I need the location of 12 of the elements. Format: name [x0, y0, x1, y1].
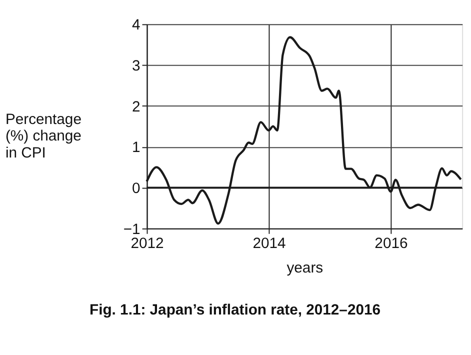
- text: Fig. 1.1: Japan’s inflation rate, 2012–2016: [90, 302, 380, 319]
- y-tick-label: 0: [132, 181, 140, 198]
- y-tick-label: 2: [132, 99, 140, 116]
- y-tick-label: 1: [132, 140, 140, 156]
- y-tick-label: 4: [132, 18, 140, 34]
- y-tick-label: 3: [132, 58, 140, 74]
- x-tick-label: 2014: [252, 236, 286, 252]
- y-tick-label: −1: [123, 222, 140, 238]
- x-axis-title: years: [286, 260, 324, 277]
- x-tick-label: 2016: [374, 236, 408, 252]
- y-axis-title: Percentage (%) change in CPI: [5, 112, 82, 162]
- x-tick-label: 2012: [130, 236, 164, 252]
